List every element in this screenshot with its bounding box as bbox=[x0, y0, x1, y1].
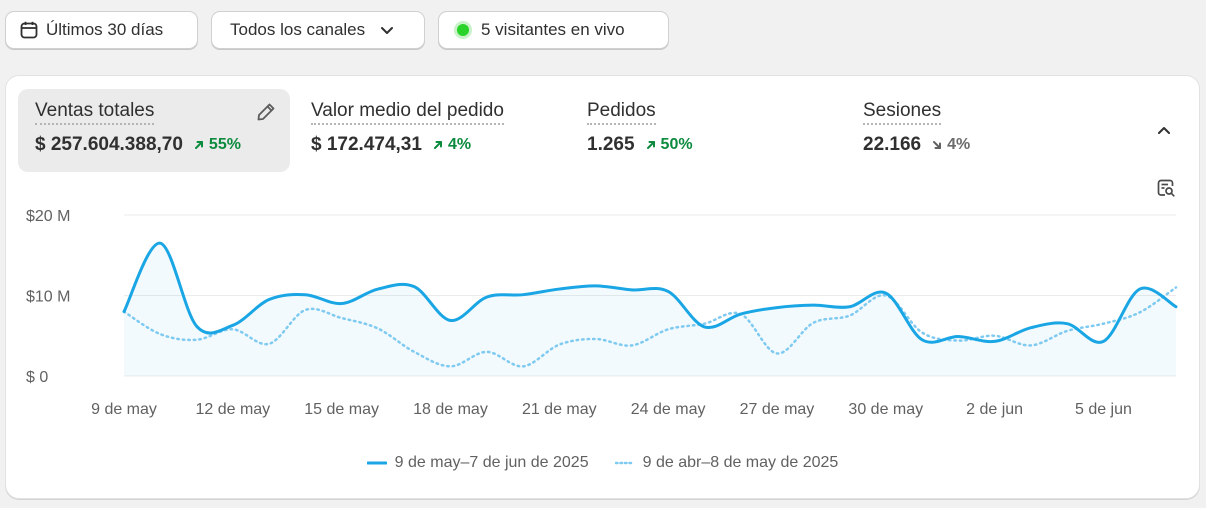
legend-label: 9 de may–7 de jun de 2025 bbox=[394, 454, 589, 471]
metric-value: 22.166 bbox=[863, 134, 922, 155]
date-range-label: Últimos 30 días bbox=[46, 20, 164, 39]
current-series-line bbox=[122, 241, 1178, 344]
live-visitors-button[interactable]: 5 visitantes en vivo bbox=[438, 11, 669, 49]
metric-total-sales[interactable]: Ventas totales $ 257.604.388,70 55% bbox=[18, 89, 290, 172]
metric-orders[interactable]: Pedidos 1.265 50% bbox=[570, 89, 840, 172]
metric-change: 4% bbox=[432, 136, 471, 154]
metric-label: Ventas totales bbox=[35, 100, 155, 125]
calendar-icon bbox=[20, 21, 38, 39]
metric-label: Pedidos bbox=[587, 100, 656, 125]
channels-label: Todos los canales bbox=[230, 20, 366, 39]
date-range-button[interactable]: Últimos 30 días bbox=[5, 11, 198, 49]
x-tick-label: 12 de may bbox=[195, 401, 270, 418]
x-tick-label: 30 de may bbox=[848, 401, 923, 418]
y-tick-label: $ 0 bbox=[26, 369, 48, 386]
y-tick-label: $10 M bbox=[26, 289, 70, 306]
arrow-up-right-icon bbox=[646, 141, 655, 149]
legend-item-current[interactable]: 9 de may–7 de jun de 2025 bbox=[366, 454, 589, 472]
sales-line-chart: $20 M $10 M $ 0 9 de may 12 de may 15 de may 1… bbox=[26, 208, 1178, 418]
live-visitors-label: 5 visitantes en vivo bbox=[481, 20, 625, 39]
metric-change-value: 4% bbox=[947, 136, 971, 153]
live-dot-icon bbox=[457, 24, 469, 36]
metric-change-value: 55% bbox=[208, 136, 241, 153]
metric-value: 1.265 bbox=[587, 134, 635, 155]
metric-change-value: 50% bbox=[660, 136, 693, 153]
metric-change: 50% bbox=[645, 136, 693, 154]
metric-value: $ 172.474,31 bbox=[311, 134, 422, 155]
metric-change: 55% bbox=[193, 136, 241, 154]
chevron-down-icon bbox=[379, 22, 395, 38]
legend-item-previous[interactable]: 9 de abr–8 de may de 2025 bbox=[614, 454, 839, 472]
metric-label: Valor medio del pedido bbox=[311, 100, 504, 125]
metric-value: $ 257.604.388,70 bbox=[35, 134, 183, 155]
legend-dotted-swatch bbox=[614, 461, 635, 465]
x-tick-label: 24 de may bbox=[631, 401, 706, 418]
x-tick-label: 2 de jun bbox=[966, 401, 1023, 418]
chart-legend: 9 de may–7 de jun de 2025 9 de abr–8 de … bbox=[6, 454, 1199, 472]
report-search-icon[interactable] bbox=[1156, 178, 1176, 203]
x-tick-label: 15 de may bbox=[304, 401, 379, 418]
x-tick-label: 21 de may bbox=[522, 401, 597, 418]
previous-series-line bbox=[122, 286, 1178, 368]
x-tick-label: 9 de may bbox=[91, 401, 157, 418]
arrow-up-right-icon bbox=[433, 141, 442, 149]
metric-sessions[interactable]: Sesiones 22.166 4% bbox=[846, 89, 1116, 172]
channels-dropdown[interactable]: Todos los canales bbox=[211, 11, 425, 49]
metric-label: Sesiones bbox=[863, 100, 942, 125]
chevron-up-icon[interactable] bbox=[1156, 122, 1172, 143]
sales-overview-card: Ventas totales $ 257.604.388,70 55% Valo… bbox=[5, 75, 1200, 499]
pencil-icon[interactable] bbox=[256, 102, 276, 127]
metric-average-order-value[interactable]: Valor medio del pedido $ 172.474,31 4% bbox=[294, 89, 564, 172]
legend-label: 9 de abr–8 de may de 2025 bbox=[642, 454, 839, 471]
x-tick-label: 18 de may bbox=[413, 401, 488, 418]
y-tick-label: $20 M bbox=[26, 208, 70, 225]
metric-change-value: 4% bbox=[447, 136, 472, 153]
legend-solid-swatch bbox=[366, 461, 387, 465]
arrow-up-right-icon bbox=[194, 141, 203, 149]
x-tick-label: 5 de jun bbox=[1075, 401, 1132, 418]
current-series-area bbox=[124, 243, 1176, 376]
arrow-down-right-icon bbox=[933, 141, 942, 149]
metric-change: 4% bbox=[931, 136, 970, 154]
x-tick-label: 27 de may bbox=[740, 401, 815, 418]
